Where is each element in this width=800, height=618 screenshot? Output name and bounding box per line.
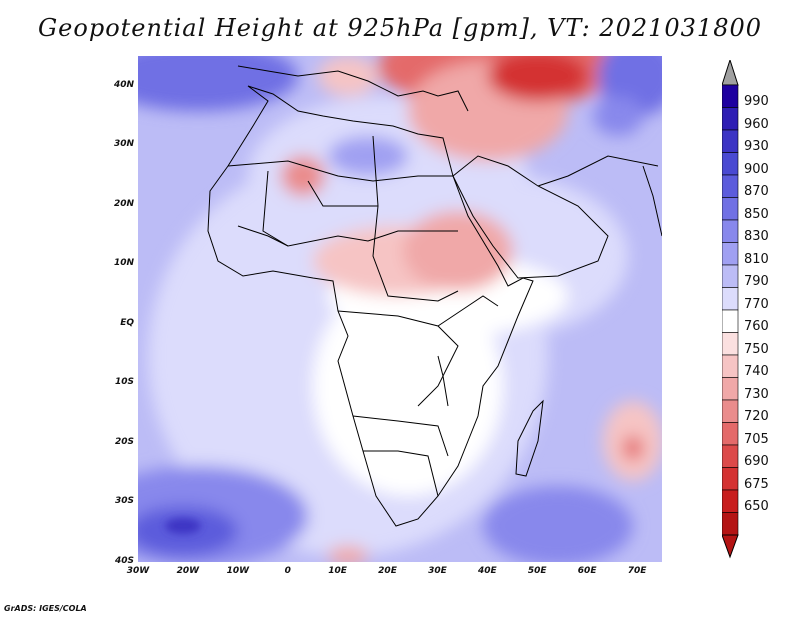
country-border — [227, 160, 453, 182]
lat-tick-label: 30N — [113, 139, 134, 150]
colorbar-level-label: 740 — [744, 364, 769, 380]
colorbar-level-label: 810 — [744, 251, 769, 267]
lat-tick-label: 40S — [114, 556, 134, 566]
colorbar-level-label: 870 — [744, 184, 769, 200]
country-border — [262, 170, 458, 247]
lat-tick-label: 30S — [114, 496, 134, 507]
colorbar-top-arrow — [722, 60, 739, 86]
lat-tick-label: 40N — [113, 79, 134, 90]
lon-tick-label: 30E — [428, 566, 447, 576]
colorbar-level-label: 760 — [744, 319, 769, 335]
lon-tick-label: 10W — [226, 566, 250, 576]
colorbar-bin — [722, 152, 739, 176]
country-border — [437, 355, 449, 407]
colorbar-bin — [722, 467, 739, 491]
india-coastline — [642, 165, 662, 237]
lon-tick-label: 30W — [126, 566, 150, 576]
field-low-patch — [281, 156, 325, 196]
colorbar-level-label: 675 — [744, 476, 769, 492]
country-border — [307, 180, 378, 207]
lat-tick-label: EQ — [120, 317, 134, 328]
europe-coastline — [237, 65, 469, 112]
lon-tick-label: 20E — [378, 566, 397, 576]
country-border — [337, 310, 459, 407]
lon-tick-label: 0 — [284, 566, 291, 576]
colorbar-bin — [722, 287, 739, 311]
colorbar-bin — [722, 512, 739, 536]
colorbar-level-label: 900 — [744, 161, 769, 177]
lat-tick-label: 10S — [114, 377, 134, 388]
field-low-patch — [318, 56, 378, 96]
colorbar-bin — [722, 422, 739, 446]
lon-tick-label: 40E — [477, 566, 497, 576]
colorbar-bin — [722, 309, 739, 333]
colorbar-bin — [722, 377, 739, 401]
colorbar-level-label: 790 — [744, 274, 769, 290]
lon-tick-label: 10E — [328, 566, 347, 576]
madagascar-coastline — [515, 399, 544, 477]
colorbar-bin — [722, 107, 739, 131]
colorbar-level-label: 690 — [744, 454, 769, 470]
colorbar-level-label: 750 — [744, 341, 769, 357]
colorbar-bin — [722, 174, 739, 198]
arabia-coastline — [452, 155, 609, 279]
colorbar-level-label: 930 — [744, 139, 769, 155]
colorbar-level-label: 850 — [744, 206, 769, 222]
colorbar-level-label: 730 — [744, 386, 769, 402]
field-low-patch — [328, 546, 368, 562]
africa-coastline — [207, 85, 534, 527]
colorbar-level-label: 720 — [744, 409, 769, 425]
map-title: Geopotential Height at 925hPa [gpm], VT:… — [38, 14, 762, 42]
colorbar-bin — [722, 444, 739, 468]
lon-tick-label: 20W — [176, 566, 200, 576]
country-border — [372, 135, 459, 302]
lon-tick-label: 70E — [627, 566, 647, 576]
country-border — [363, 450, 439, 497]
colorbar-bin — [722, 219, 739, 243]
lat-tick-label: 20S — [114, 436, 134, 447]
field-high-patch — [593, 96, 643, 136]
field-strong-low — [488, 56, 588, 101]
colorbar-bin — [722, 332, 739, 356]
lat-tick-label: 20N — [113, 198, 134, 209]
lat-tick-label: 10N — [113, 258, 134, 269]
footer-credit: GrADS: IGES/COLA — [4, 604, 87, 613]
colorbar-bin — [722, 242, 739, 266]
colorbar-bottom-arrow — [722, 534, 739, 559]
lon-tick-label: 60E — [577, 566, 597, 576]
colorbar — [722, 60, 739, 559]
colorbar-level-label: 990 — [744, 94, 769, 110]
colorbar-bin — [722, 264, 739, 288]
iran-coastline — [537, 155, 659, 187]
country-border — [437, 295, 499, 327]
country-border — [237, 225, 289, 247]
colorbar-bin — [722, 197, 739, 221]
country-border — [352, 415, 449, 457]
coastlines — [207, 65, 662, 527]
colorbar-level-label: 650 — [744, 499, 769, 515]
colorbar-bin — [722, 399, 739, 423]
field-high-patch — [328, 136, 408, 176]
colorbar-level-label: 960 — [744, 116, 769, 132]
map-plot — [138, 56, 662, 562]
colorbar-bin — [722, 354, 739, 378]
colorbar-level-label: 770 — [744, 296, 769, 312]
colorbar-bin — [722, 84, 739, 108]
colorbar-bin — [722, 129, 739, 153]
lon-tick-label: 50E — [527, 566, 547, 576]
colorbar-level-label: 705 — [744, 431, 769, 447]
colorbar-level-label: 830 — [744, 229, 769, 245]
field-low-patch — [623, 436, 643, 460]
field-high-core — [165, 518, 201, 534]
field-high-patch — [483, 486, 633, 562]
colorbar-bin — [722, 489, 739, 513]
